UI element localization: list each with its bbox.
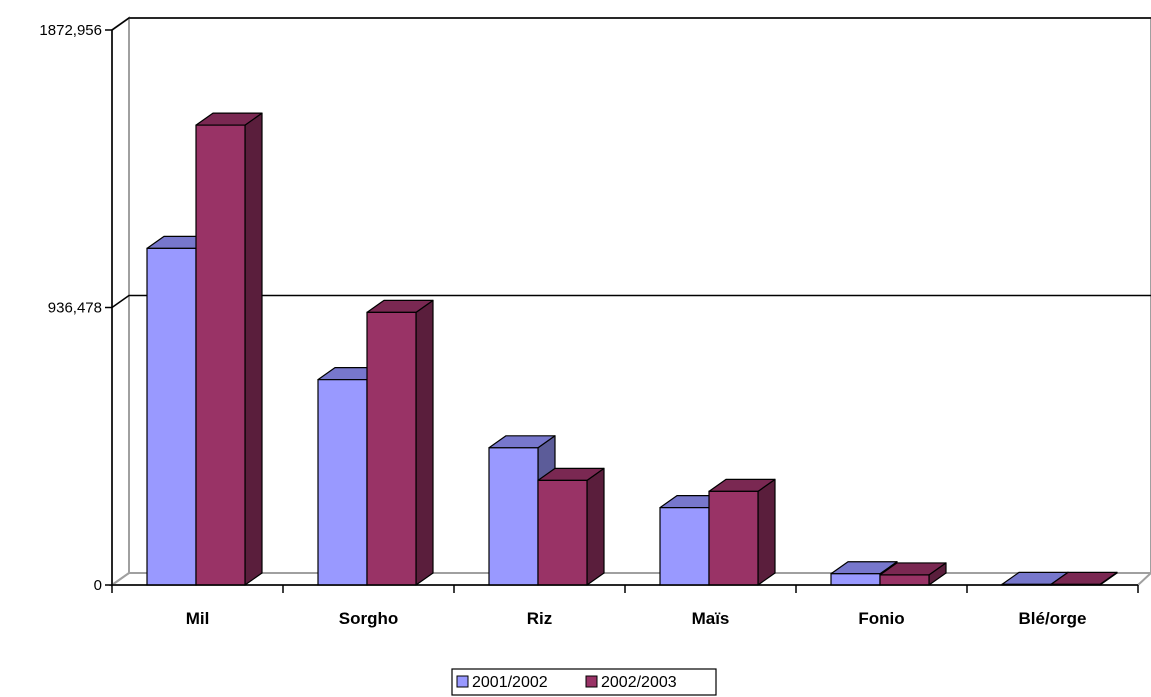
bar-front (537, 479, 588, 586)
category-label: Sorgho (339, 609, 399, 628)
y-tick-label: 936,478 (48, 300, 102, 317)
bar-2002-2003-1 (366, 299, 434, 586)
bar-front (146, 247, 197, 586)
chart-walls (108, 16, 1151, 587)
bar-front (830, 573, 881, 586)
bar-front (195, 124, 246, 586)
bar-front (488, 447, 539, 586)
category-label: Fonio (858, 609, 904, 628)
bar-side (757, 478, 776, 586)
bar-front (879, 574, 930, 586)
bars (146, 112, 1118, 586)
category-label: Blé/orge (1018, 609, 1086, 628)
legend-swatch (456, 675, 469, 688)
floor (108, 572, 1151, 586)
bar-side (244, 112, 263, 586)
bar-2002-2003-4 (879, 562, 947, 586)
bar-front (317, 379, 368, 586)
legend-item: 2001/2002 (456, 674, 548, 691)
bar-2002-2003-0 (195, 112, 263, 586)
category-label: Riz (527, 609, 553, 628)
legend: 2001/2002 2002/2003 (451, 668, 717, 696)
gridline-2 (111, 17, 1151, 31)
bar-front (366, 311, 417, 586)
bar-side (415, 299, 434, 586)
legend-swatch (585, 675, 598, 688)
axes (105, 29, 1139, 593)
bar-side (586, 467, 605, 586)
y-tick-label: 1872,956 (39, 22, 102, 39)
legend-item: 2002/2003 (585, 674, 677, 691)
category-labels: Mil Sorgho Riz Maïs Fonio Blé/orge (186, 609, 1087, 628)
y-tick-label: 0 (94, 577, 102, 594)
legend-box (451, 668, 717, 696)
category-label: Maïs (692, 609, 730, 628)
y-tick-labels: 0 936,478 1872,956 (39, 22, 102, 594)
gridline-1 (111, 294, 1151, 309)
legend-label: 2002/2003 (601, 674, 677, 691)
gridlines (111, 17, 1151, 309)
legend-label: 2001/2002 (472, 674, 548, 691)
bar-front (659, 507, 710, 586)
bar-2002-2003-3 (708, 478, 776, 586)
bar-front (708, 490, 759, 586)
category-label: Mil (186, 609, 210, 628)
bar-2002-2003-2 (537, 467, 605, 586)
